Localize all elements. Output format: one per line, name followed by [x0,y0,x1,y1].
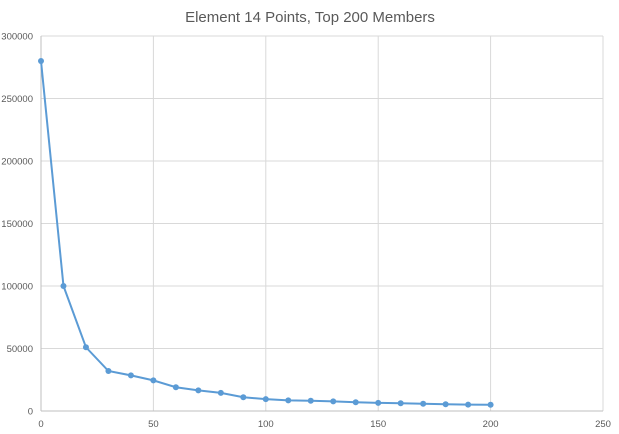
chart-title: Element 14 Points, Top 200 Members [185,9,435,26]
data-point [330,398,337,405]
y-tick-label: 250000 [1,94,33,105]
data-point [105,368,112,374]
data-point [172,384,179,391]
x-tick-label: 0 [38,419,43,430]
y-tick-label: 150000 [1,219,33,230]
y-tick-label: 300000 [1,32,33,43]
data-point [442,401,449,408]
data-point [487,401,494,408]
data-point [307,397,314,404]
data-point [60,283,67,289]
data-point [127,372,134,379]
data-point [82,344,89,351]
data-point [38,58,44,64]
y-tick-label: 50000 [7,344,33,355]
data-point [375,399,382,406]
series-layer [38,58,494,408]
data-point [397,400,404,407]
x-tick-label: 100 [258,419,274,430]
data-point [240,394,247,401]
x-tick-label: 50 [148,419,159,430]
x-tick-label: 250 [595,419,611,430]
x-tick-label: 200 [483,419,499,430]
y-tick-label: 200000 [1,157,33,168]
data-point [262,396,269,403]
y-axis-tick-labels: 0 50000 100000 150000 200000 250000 300000 [1,32,33,418]
data-point [150,377,157,384]
data-point [195,387,202,394]
data-point [217,389,224,396]
data-point [465,401,472,408]
data-point [285,397,292,404]
x-axis-tick-labels: 0 50 100 150 200 250 [38,419,611,430]
y-tick-label: 0 [28,407,33,418]
x-tick-label: 150 [370,419,386,430]
grid-lines [40,35,604,412]
y-tick-label: 100000 [1,282,33,293]
data-point [420,400,427,407]
data-point [352,399,359,406]
